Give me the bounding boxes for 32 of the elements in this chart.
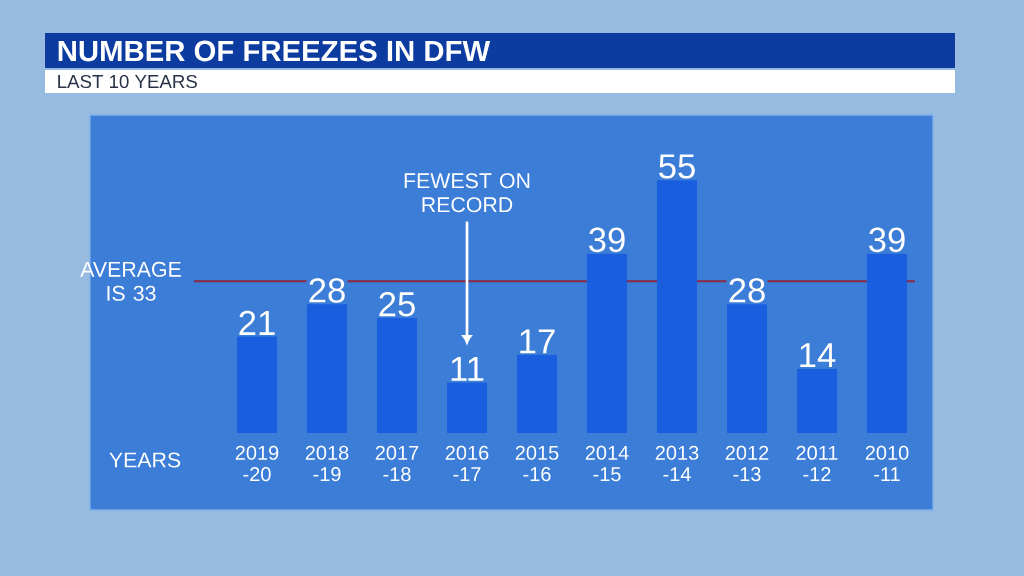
data-label: 25 xyxy=(379,291,415,317)
bar xyxy=(587,253,627,433)
data-label: 39 xyxy=(589,227,625,253)
chart-subtitle: LAST 10 YEARS xyxy=(58,74,197,89)
chart-title: NUMBER OF FREEZES IN DFW xyxy=(58,40,491,62)
data-label: 17 xyxy=(520,329,555,354)
x-tick-label: 2018 -19 xyxy=(305,445,349,482)
data-label: 28 xyxy=(729,278,765,303)
x-tick-label: 2015 -16 xyxy=(515,445,559,482)
data-label: 55 xyxy=(659,154,695,179)
x-tick-label: 2012 -13 xyxy=(725,445,769,482)
x-tick-label: 2013 -14 xyxy=(655,445,699,482)
bar xyxy=(307,304,348,433)
x-tick-label: 2016 -17 xyxy=(445,445,489,482)
annotation: FEWEST ON RECORD xyxy=(404,173,530,213)
x-tick-label: 2019 -20 xyxy=(235,445,279,482)
bar xyxy=(377,318,417,433)
x-tick-label: 2011 -12 xyxy=(796,445,838,482)
data-label: 11 xyxy=(451,356,484,381)
x-axis-title: YEARS xyxy=(109,452,181,468)
bar xyxy=(657,180,697,433)
bar xyxy=(727,304,767,433)
x-tick-label: 2017 -18 xyxy=(375,445,419,482)
bar xyxy=(237,336,278,433)
x-tick-label: 2010 -11 xyxy=(865,445,909,482)
data-label: 39 xyxy=(869,227,905,253)
data-label: 21 xyxy=(239,310,275,335)
ref-line-label: AVERAGE IS 33 xyxy=(80,261,181,301)
data-label: 28 xyxy=(309,278,345,303)
data-label: 14 xyxy=(800,343,836,368)
x-tick-label: 2014 -15 xyxy=(585,445,629,482)
bar xyxy=(867,253,907,433)
